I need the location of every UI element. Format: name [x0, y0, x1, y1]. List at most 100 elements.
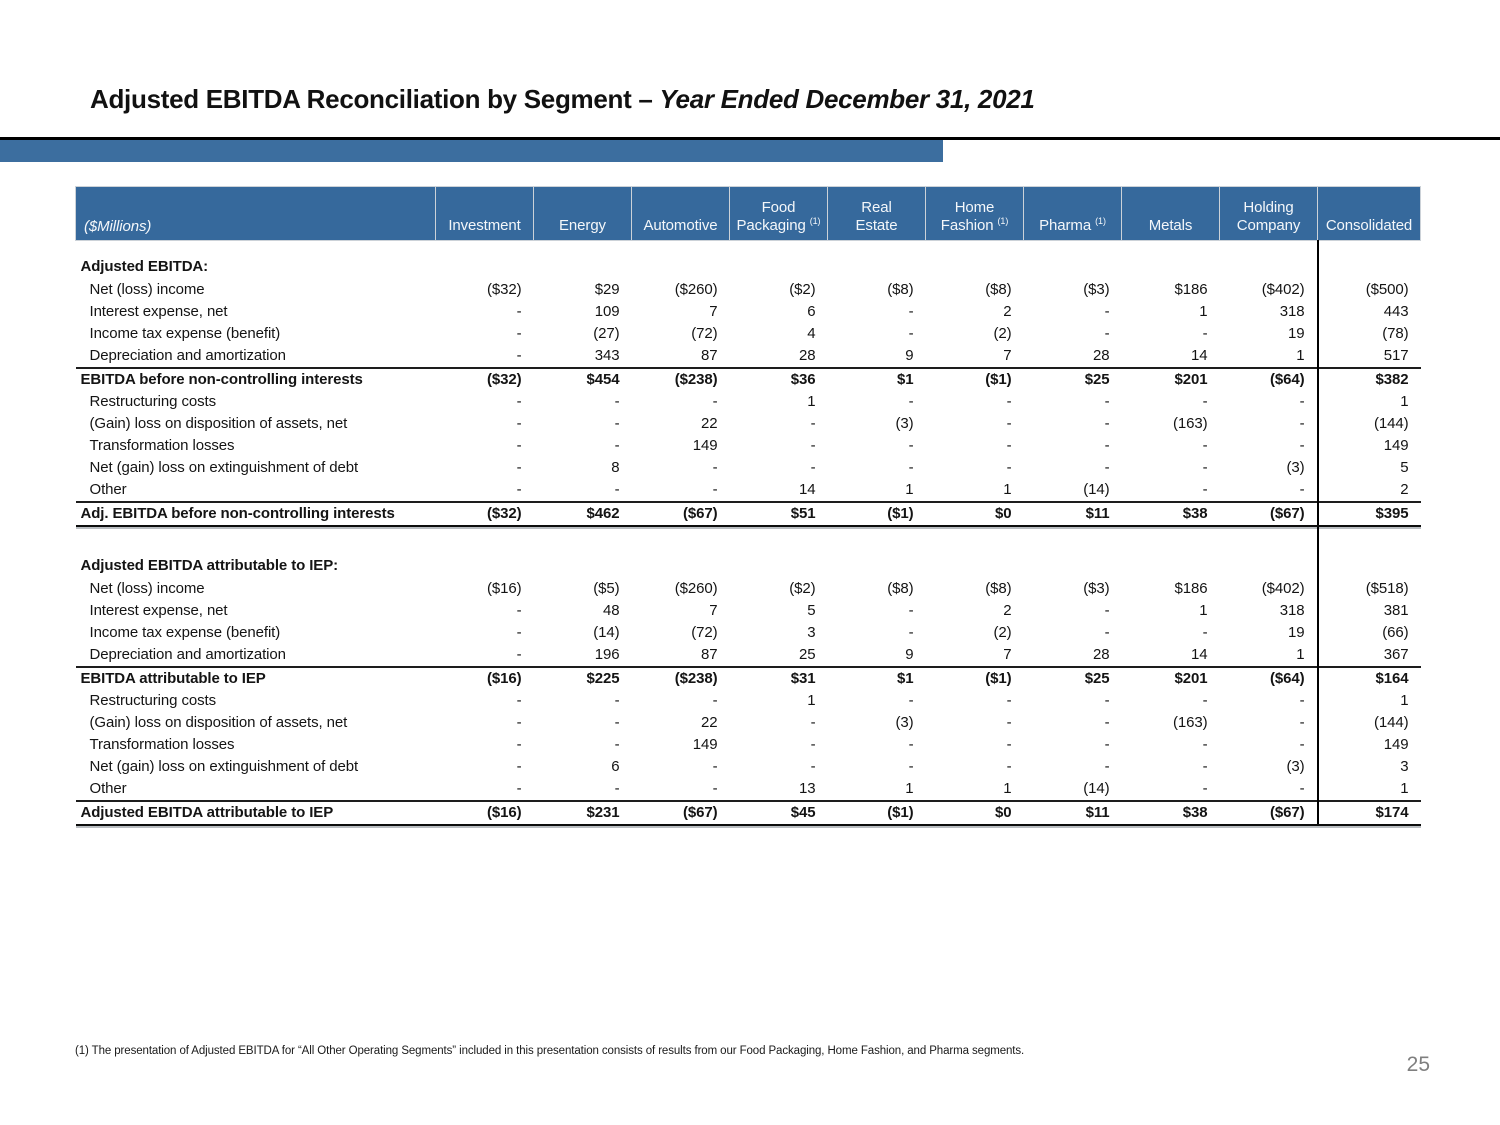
value-cell: ($8) [985, 579, 1012, 597]
value-cell: 1 [1003, 779, 1012, 797]
table-row: Adjusted EBITDA attributable to IEP ($16)… [75, 799, 1421, 826]
value-cell: ($5) [593, 579, 620, 597]
column-header: Automotive [631, 186, 730, 241]
value-cell: - [1299, 480, 1305, 498]
value-cell: - [1202, 392, 1208, 410]
value-cell: ($402) [1261, 280, 1305, 298]
value-cell: - [1202, 324, 1208, 342]
column-header-line: Holding [1243, 199, 1294, 216]
value-cell: 7 [709, 302, 718, 320]
value-cell: - [614, 436, 620, 454]
value-cell: 1 [807, 691, 816, 709]
column-header-line: Estate [855, 217, 898, 234]
value-cell: - [1104, 713, 1110, 731]
value-cell: (144) [1316, 711, 1421, 734]
value-cell: - [1202, 779, 1208, 797]
table-row: Transformation losses - -149- - - - - -149 [76, 434, 1421, 457]
row-label: Depreciation and amortization [89, 645, 286, 663]
value-cell: ($67) [1219, 500, 1318, 527]
spacer-row [76, 240, 1421, 255]
value-cell: 8 [611, 458, 620, 476]
value-cell: 19 [1288, 324, 1305, 342]
title-divider-line [0, 137, 1500, 140]
value-cell: 14 [1191, 346, 1208, 364]
row-label: Other [89, 480, 127, 498]
column-header-line: Metals [1148, 217, 1193, 234]
section-heading-row: Adjusted EBITDA attributable to IEP: [76, 553, 1421, 578]
column-header-line: Home [954, 199, 995, 216]
value-cell: - [516, 392, 522, 410]
value-cell: ($16) [486, 579, 522, 597]
value-cell: 149 [692, 735, 718, 753]
value-cell: - [908, 757, 914, 775]
column-header-line: Packaging (1) [736, 216, 821, 235]
value-cell: - [516, 414, 522, 432]
table-row: Net (loss) income ($16) ($5) ($260) ($2) ($8)… [76, 577, 1421, 600]
value-cell: 1 [905, 480, 914, 498]
row-label: Transformation losses [89, 735, 235, 753]
column-header-line: Pharma (1) [1039, 216, 1106, 235]
value-cell: 2 [1003, 302, 1012, 320]
value-cell: - [614, 735, 620, 753]
value-cell: - [908, 735, 914, 753]
value-cell: 22 [701, 414, 718, 432]
value-cell: ($67) [631, 500, 730, 527]
value-cell: - [516, 302, 522, 320]
value-cell: - [712, 458, 718, 476]
column-header: Holding Company [1219, 186, 1318, 241]
column-header-line: Real [861, 199, 892, 216]
value-cell: ($32) [435, 500, 534, 527]
value-cell: $225 [533, 665, 632, 690]
value-cell: (3) [1286, 757, 1305, 775]
page-title: Adjusted EBITDA Reconciliation by Segmen… [90, 84, 1035, 115]
column-header-line: Consolidated [1325, 217, 1413, 234]
value-cell: ($8) [887, 280, 914, 298]
value-cell: - [1202, 691, 1208, 709]
value-cell: - [1104, 691, 1110, 709]
value-cell: 343 [594, 346, 620, 364]
table-row: Income tax expense (benefit) - (27) (72) 4 - (… [76, 322, 1421, 345]
value-cell: 318 [1279, 601, 1305, 619]
table-row: Restructuring costs - - -1- - - - -1 [76, 689, 1421, 712]
value-cell: - [614, 414, 620, 432]
value-cell: 13 [799, 779, 816, 797]
column-header: Investment [435, 186, 534, 241]
value-cell: ($500) [1316, 278, 1421, 301]
value-cell: - [1104, 324, 1110, 342]
value-cell: ($64) [1219, 665, 1318, 690]
table-row: Adj. EBITDA before non-controlling inter… [75, 500, 1421, 527]
value-cell: ($238) [631, 366, 730, 391]
value-cell: ($238) [631, 665, 730, 690]
value-cell: ($67) [631, 799, 730, 826]
value-cell: 22 [701, 713, 718, 731]
value-cell: $45 [729, 799, 828, 826]
value-cell: 1 [1316, 777, 1421, 801]
row-label: (Gain) loss on disposition of assets, ne… [89, 414, 348, 432]
column-header-line: Company [1236, 217, 1301, 234]
footnote: (1) The presentation of Adjusted EBITDA … [75, 1045, 1025, 1057]
row-label: Income tax expense (benefit) [89, 324, 281, 342]
spacer-row [76, 525, 1421, 554]
value-cell: ($1) [925, 665, 1024, 690]
value-cell: - [908, 601, 914, 619]
value-cell: - [712, 480, 718, 498]
value-cell: 7 [709, 601, 718, 619]
value-cell: (163) [1172, 713, 1208, 731]
value-cell: ($8) [887, 579, 914, 597]
row-label: (Gain) loss on disposition of assets, ne… [89, 713, 348, 731]
value-cell: (78) [1316, 322, 1421, 345]
value-cell: 14 [1191, 645, 1208, 663]
value-cell: - [712, 779, 718, 797]
value-cell: $186 [1174, 579, 1208, 597]
value-cell: ($2) [789, 280, 816, 298]
value-cell: 9 [905, 645, 914, 663]
value-cell: (3) [895, 414, 914, 432]
value-cell: - [1006, 436, 1012, 454]
value-cell: 9 [905, 346, 914, 364]
row-label: EBITDA before non-controlling interests [75, 366, 436, 391]
value-cell: ($64) [1219, 366, 1318, 391]
value-cell: 1 [1296, 346, 1305, 364]
column-header: Food Packaging (1) [729, 186, 828, 241]
value-cell: - [1104, 302, 1110, 320]
value-cell: (2) [993, 324, 1012, 342]
